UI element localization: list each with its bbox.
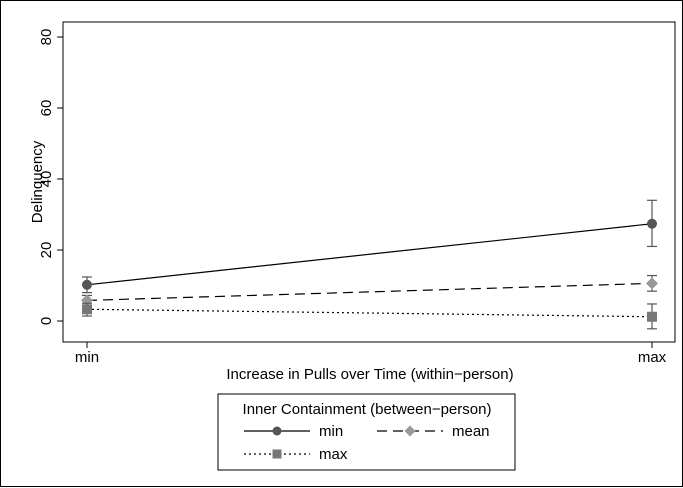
point-max-max [647,311,657,322]
legend-item-max: max [244,446,348,463]
series-max [82,302,657,330]
legend-label-min: min [319,423,343,440]
legend-marker-mean [404,425,416,437]
legend-marker-max [272,449,282,459]
point-mean-max [646,277,658,290]
legend-label-mean: mean [452,423,490,440]
point-min-max [647,218,657,229]
series-line-mean [86,282,653,302]
legend-label-max: max [319,446,348,463]
x-tick-label: max [638,349,667,366]
legend-title: Inner Containment (between−person) [243,401,492,418]
x-tick-label: min [75,349,99,366]
legend-items: min mean max [244,423,490,463]
legend-item-mean: mean [377,423,490,440]
y-tick-label: 80 [38,29,55,46]
series-line-max [86,308,653,318]
y-tick-label: 20 [38,242,55,259]
legend-box [217,393,516,471]
y-axis: 0 20 40 60 80 [38,29,63,325]
legend-marker-min [272,426,282,436]
x-axis: min max [75,342,667,366]
series-min [82,199,657,294]
x-axis-title: Increase in Pulls over Time (within−pers… [226,366,513,383]
y-tick-label: 0 [38,317,55,325]
point-max-min [82,304,92,315]
y-tick-label: 40 [38,171,55,188]
series-mean [81,274,658,307]
y-axis-title: Delinquency [29,140,46,223]
series-layer [81,199,658,330]
point-min-min [82,279,92,290]
plot-frame [62,21,676,343]
series-line-min [86,223,653,286]
y-tick-label: 60 [38,100,55,117]
legend-item-min: min [244,423,343,440]
legend: Inner Containment (between−person) min me… [217,393,516,471]
